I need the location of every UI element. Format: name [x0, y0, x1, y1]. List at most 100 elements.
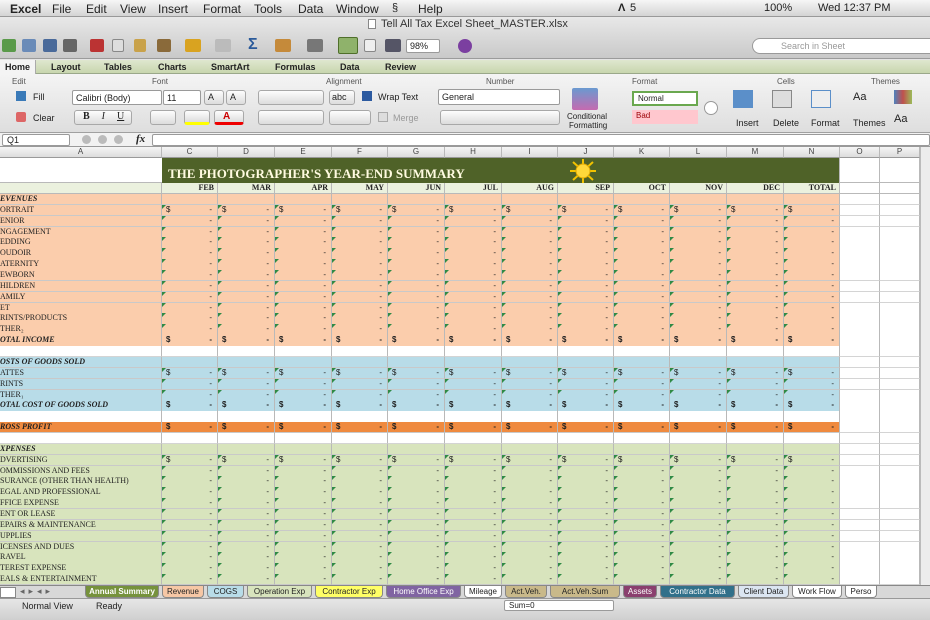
cell[interactable]: - [670, 248, 727, 260]
cell[interactable] [388, 346, 445, 358]
cell[interactable]: $ - [784, 335, 840, 347]
zoom-box[interactable]: 98% [406, 39, 440, 53]
cell[interactable] [0, 158, 162, 183]
cell[interactable]: OSTS OF GOODS SOLD [0, 356, 162, 369]
cell[interactable]: - [162, 541, 218, 553]
cell[interactable] [332, 194, 388, 206]
cell[interactable]: $ - [275, 335, 332, 347]
cell[interactable]: $ - [332, 454, 388, 467]
toolbar-button[interactable] [275, 39, 291, 52]
column-header[interactable]: D [218, 147, 275, 158]
cell[interactable]: - [727, 519, 784, 532]
delete-icon[interactable] [772, 90, 792, 108]
cell[interactable]: - [614, 508, 670, 521]
cell[interactable] [880, 378, 920, 390]
conditional-label[interactable]: Formatting [569, 121, 608, 130]
cell[interactable]: - [445, 226, 502, 238]
cell[interactable]: - [388, 324, 445, 336]
cell[interactable] [784, 346, 840, 358]
cell[interactable]: $ - [162, 454, 218, 467]
cell[interactable]: - [332, 487, 388, 499]
cell[interactable]: - [727, 574, 784, 585]
cell[interactable]: - [784, 487, 840, 499]
cell[interactable]: DVERTISING [0, 454, 162, 467]
cell[interactable] [445, 346, 502, 358]
cell[interactable]: - [727, 487, 784, 499]
cell[interactable] [332, 411, 388, 423]
cell[interactable]: $ - [445, 400, 502, 412]
toolbar-button[interactable] [90, 39, 104, 52]
cell[interactable]: - [614, 552, 670, 564]
column-header[interactable]: P [880, 147, 920, 158]
cell[interactable]: - [727, 541, 784, 553]
cell[interactable]: - [162, 552, 218, 564]
cell[interactable]: MAY [332, 183, 388, 194]
cell[interactable] [840, 237, 880, 249]
cell[interactable]: - [558, 465, 614, 477]
sheet-tab[interactable]: Act.Veh. [505, 586, 547, 598]
sum-box[interactable]: Sum=0 [504, 600, 614, 611]
cell[interactable]: $ - [275, 422, 332, 434]
cell[interactable] [727, 346, 784, 358]
cell[interactable]: $ - [558, 335, 614, 347]
clear-icon[interactable] [16, 112, 26, 122]
cell[interactable]: - [502, 378, 558, 390]
cell[interactable]: - [332, 259, 388, 271]
cell[interactable]: - [332, 280, 388, 293]
cell[interactable]: - [445, 519, 502, 532]
cell[interactable] [880, 443, 920, 456]
format-icon[interactable] [811, 90, 831, 108]
cell[interactable]: - [445, 313, 502, 325]
cell[interactable]: - [332, 552, 388, 564]
cell[interactable] [275, 443, 332, 456]
number-format-box[interactable]: General [438, 89, 560, 105]
cell[interactable]: - [558, 498, 614, 510]
cell[interactable] [558, 443, 614, 456]
cell[interactable]: NOV [670, 183, 727, 194]
cell[interactable] [840, 519, 880, 532]
cell[interactable] [162, 346, 218, 358]
fill-icon[interactable] [16, 91, 26, 101]
cell[interactable]: XPENSES [0, 443, 162, 456]
cell[interactable]: RINTS [0, 378, 162, 390]
cell[interactable]: $ - [727, 335, 784, 347]
cell[interactable] [388, 432, 445, 445]
cell[interactable] [880, 432, 920, 445]
cell[interactable]: - [218, 215, 275, 228]
cell[interactable]: - [558, 215, 614, 228]
cell[interactable] [218, 356, 275, 369]
cell[interactable]: - [275, 270, 332, 282]
cell[interactable]: OCT [614, 183, 670, 194]
cell[interactable] [840, 476, 880, 488]
cell[interactable]: - [275, 259, 332, 271]
cell[interactable]: $ - [275, 204, 332, 217]
cell[interactable]: - [670, 519, 727, 532]
cell[interactable]: - [784, 389, 840, 401]
cell[interactable] [670, 443, 727, 456]
cell[interactable]: ORTRAIT [0, 204, 162, 217]
cell[interactable] [880, 574, 920, 585]
cell[interactable] [840, 226, 880, 238]
cell[interactable]: $ - [784, 204, 840, 217]
formula-input[interactable] [152, 134, 930, 146]
cell[interactable]: - [784, 302, 840, 314]
cell[interactable]: - [784, 324, 840, 336]
cell[interactable]: $ - [614, 335, 670, 347]
cell[interactable]: - [162, 280, 218, 293]
cell[interactable]: - [218, 476, 275, 488]
cell[interactable]: RINTS/PRODUCTS [0, 313, 162, 325]
column-header[interactable]: I [502, 147, 558, 158]
style-normal[interactable]: Normal [632, 91, 698, 106]
toolbar-button[interactable] [43, 39, 57, 52]
cell[interactable]: - [614, 226, 670, 238]
cell[interactable]: $ - [388, 454, 445, 467]
cell[interactable]: - [670, 389, 727, 401]
cell[interactable]: $ - [332, 204, 388, 217]
cell[interactable]: $ - [670, 422, 727, 434]
cell[interactable]: - [502, 498, 558, 510]
cell[interactable]: AUG [502, 183, 558, 194]
cell[interactable]: - [727, 465, 784, 477]
cell[interactable]: $ - [388, 400, 445, 412]
cell[interactable]: - [218, 270, 275, 282]
cell[interactable] [880, 215, 920, 228]
